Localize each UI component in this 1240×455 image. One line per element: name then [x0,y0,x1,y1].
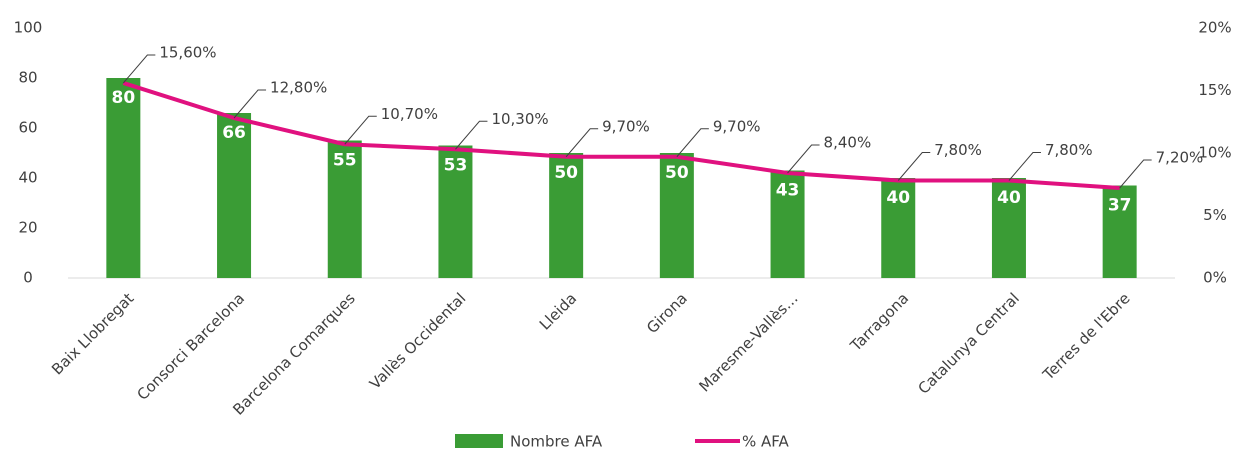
bar-label: 43 [776,181,800,201]
y-tick-label: 20 [18,219,37,237]
bar [770,170,805,278]
bar [881,178,916,278]
line-label: 12,80% [270,79,327,97]
bar-label: 80 [112,88,136,108]
line-label: 8,40% [824,134,872,152]
leader-line [455,120,488,150]
bar-label: 40 [997,188,1021,208]
x-tick-label: Barcelona Comarques [229,289,359,419]
leader-line [233,89,267,119]
y2-tick-label: 20% [1198,19,1231,37]
bar-label: 40 [886,188,910,208]
x-tick-label: Consorci Barcelona [133,289,248,404]
leader-line [1008,152,1041,181]
line-label: 7,80% [1045,141,1093,159]
leader-line [897,152,931,181]
bar [659,153,694,278]
y2-tick-label: 15% [1198,81,1231,99]
bar [991,178,1026,278]
line-label: 9,70% [713,117,761,135]
bar [549,153,584,278]
x-tick-label: Vallès Occidental [366,289,470,393]
y-tick-label: 80 [18,69,37,87]
leader-line [1119,159,1152,189]
line [122,81,1120,190]
bar [327,140,362,278]
line-label: 10,70% [381,105,438,123]
y-tick-label: 0 [23,269,33,287]
x-tick-label: Lleida [536,289,580,333]
bar [438,145,473,278]
line-label: 7,20% [1156,149,1204,167]
legend-label: % AFA [742,433,790,451]
bar-label: 53 [444,156,468,176]
bar-label: 66 [222,123,246,143]
y2-tick-label: 5% [1203,206,1227,224]
leader-line [122,54,156,84]
line-label: 10,30% [491,110,548,128]
leader-line [787,144,820,174]
leader-line [344,115,377,145]
x-tick-label: Catalunya Central [915,289,1023,397]
x-tick-label: Girona [643,289,691,337]
bar [1102,185,1137,278]
x-tick-label: Baix Llobregat [48,289,137,378]
x-tick-label: Maresme-Vallès… [695,289,801,395]
y-tick-label: 100 [14,19,43,37]
line-label: 9,70% [602,117,650,135]
y-tick-label: 60 [18,119,37,137]
y2-tick-label: 10% [1198,144,1231,162]
legend-swatch [455,434,503,448]
line-label: 7,80% [934,141,982,159]
bar-label: 55 [333,151,357,171]
bar-label: 37 [1108,196,1132,216]
leader-line [676,128,709,158]
bar-label: 50 [665,163,689,183]
bar [217,113,252,278]
line-label: 15,60% [159,44,216,62]
bar [106,78,141,278]
legend-label: Nombre AFA [510,433,603,451]
bar-label: 50 [554,163,578,183]
leader-line [565,128,599,158]
y-tick-label: 40 [18,169,37,187]
y2-tick-label: 0% [1203,269,1227,287]
x-tick-label: Tarragona [846,289,912,355]
x-tick-label: Terres de l'Ebre [1039,289,1134,384]
